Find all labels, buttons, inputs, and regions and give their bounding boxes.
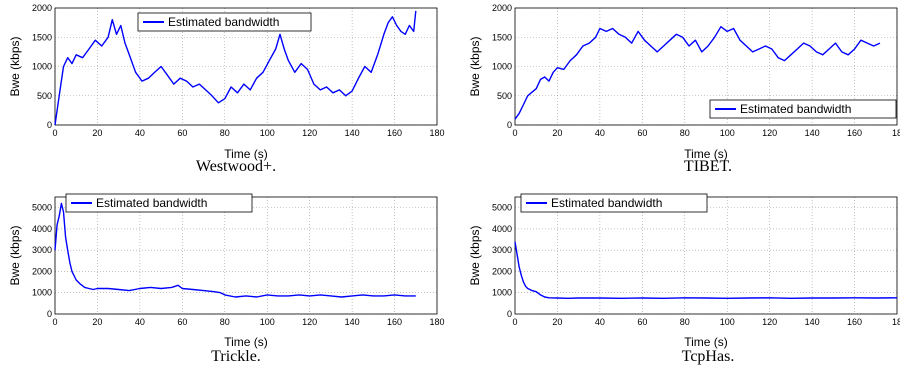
x-axis-label: Time (s): [684, 147, 728, 161]
legend-label: Estimated bandwidth: [96, 196, 207, 210]
x-tick-label: 120: [762, 128, 777, 138]
y-tick-label: 1500: [492, 32, 512, 42]
panel-caption: TIBET.: [684, 158, 732, 175]
y-tick-label: 4000: [492, 224, 512, 234]
x-tick-label: 60: [637, 317, 647, 327]
panel-caption: Trickle.: [211, 348, 261, 365]
y-tick-label: 1000: [32, 62, 52, 72]
y-tick-label: 0: [507, 120, 512, 130]
x-tick-label: 20: [92, 317, 102, 327]
y-tick-label: 5000: [492, 203, 512, 213]
x-tick-label: 20: [552, 317, 562, 327]
y-tick-label: 1000: [492, 62, 512, 72]
x-tick-label: 20: [92, 128, 102, 138]
x-tick-label: 100: [260, 317, 275, 327]
y-tick-label: 500: [497, 91, 512, 101]
x-tick-label: 180: [429, 317, 444, 327]
x-tick-label: 160: [847, 317, 862, 327]
x-tick-label: 0: [52, 317, 57, 327]
y-axis-label: Bwe (kbps): [468, 36, 482, 96]
x-tick-label: 80: [680, 128, 690, 138]
y-tick-label: 5000: [32, 203, 52, 213]
legend-box: [520, 193, 708, 213]
legend: Estimated bandwidth: [520, 193, 708, 213]
x-tick-label: 180: [429, 128, 444, 138]
series-line-estimated-bandwidth: [54, 202, 416, 298]
panel-caption: Westwood+.: [196, 158, 276, 175]
y-tick-label: 500: [37, 91, 52, 101]
x-tick-label: 0: [512, 317, 517, 327]
x-tick-label: 100: [720, 317, 735, 327]
x-tick-label: 40: [595, 317, 605, 327]
x-tick-label: 40: [595, 128, 605, 138]
plot-frame: [514, 7, 898, 126]
x-tick-label: 0: [512, 128, 517, 138]
y-tick-label: 1000: [32, 288, 52, 298]
chart-panel-3: 0 20 40 60 80 100 120 140 160 180 0 1000 2000 3000 400…: [8, 193, 445, 365]
legend-box: [709, 99, 897, 119]
x-axis-label: Time (s): [224, 147, 268, 161]
y-tick-label: 1000: [492, 288, 512, 298]
y-tick-label: 3000: [32, 245, 52, 255]
y-tick-label: 2000: [492, 3, 512, 13]
x-tick-label: 20: [552, 128, 562, 138]
y-tick-label: 2000: [32, 266, 52, 276]
legend-box: [65, 193, 253, 213]
x-tick-label: 60: [177, 317, 187, 327]
x-tick-label: 100: [260, 128, 275, 138]
y-tick-label: 4000: [32, 224, 52, 234]
x-tick-label: 40: [135, 128, 145, 138]
panel-caption: TcpHas.: [682, 348, 735, 365]
y-tick-label: 3000: [492, 245, 512, 255]
series-line-estimated-bandwidth: [54, 10, 417, 126]
x-axis-label: Time (s): [684, 335, 728, 349]
x-tick-label: 18: [892, 128, 900, 138]
y-tick-label: 0: [47, 120, 52, 130]
legend: Estimated bandwidth: [137, 12, 312, 32]
plot-frame: [514, 196, 898, 315]
x-tick-label: 0: [52, 128, 57, 138]
y-axis-label: Bwe (kbps): [8, 36, 22, 96]
x-tick-label: 80: [220, 317, 230, 327]
legend: Estimated bandwidth: [709, 99, 897, 119]
legend-label: Estimated bandwidth: [168, 15, 279, 29]
y-tick-label: 0: [507, 309, 512, 319]
x-tick-label: 140: [805, 128, 820, 138]
x-tick-label: 160: [847, 128, 862, 138]
x-tick-label: 140: [805, 317, 820, 327]
y-tick-label: 2000: [32, 3, 52, 13]
x-tick-label: 18: [892, 317, 900, 327]
chart-panel-4: 0 20 40 60 80 100 120 140 160 1801000200030004000…: [468, 193, 900, 365]
x-tick-label: 140: [345, 128, 360, 138]
legend-box: [137, 12, 312, 32]
series-line-estimated-bandwidth: [514, 241, 898, 299]
x-tick-label: 120: [302, 128, 317, 138]
x-tick-label: 100: [720, 128, 735, 138]
x-tick-label: 160: [387, 128, 402, 138]
x-tick-label: 120: [762, 317, 777, 327]
y-tick-label: 1500: [32, 32, 52, 42]
plot-frame: [54, 7, 438, 126]
y-tick-label: 0: [47, 309, 52, 319]
x-tick-label: 80: [680, 317, 690, 327]
legend-label: Estimated bandwidth: [551, 196, 662, 210]
chart-panel-2: 0 20 40 60 80 100 120 140 160 180500100015002000T…: [468, 3, 900, 175]
series-line-estimated-bandwidth: [514, 26, 881, 120]
chart-panel-1: 0 20 40 60 80 100 120 140 160 180 0 500 1000 1500 2000…: [8, 3, 445, 175]
x-tick-label: 160: [387, 317, 402, 327]
x-tick-label: 80: [220, 128, 230, 138]
y-axis-label: Bwe (kbps): [468, 225, 482, 285]
x-tick-label: 140: [345, 317, 360, 327]
x-axis-label: Time (s): [224, 335, 268, 349]
y-axis-label: Bwe (kbps): [8, 225, 22, 285]
x-tick-label: 40: [135, 317, 145, 327]
legend: Estimated bandwidth: [65, 193, 253, 213]
x-tick-label: 60: [177, 128, 187, 138]
x-tick-label: 120: [302, 317, 317, 327]
x-tick-label: 60: [637, 128, 647, 138]
legend-label: Estimated bandwidth: [740, 102, 851, 116]
y-tick-label: 2000: [492, 266, 512, 276]
